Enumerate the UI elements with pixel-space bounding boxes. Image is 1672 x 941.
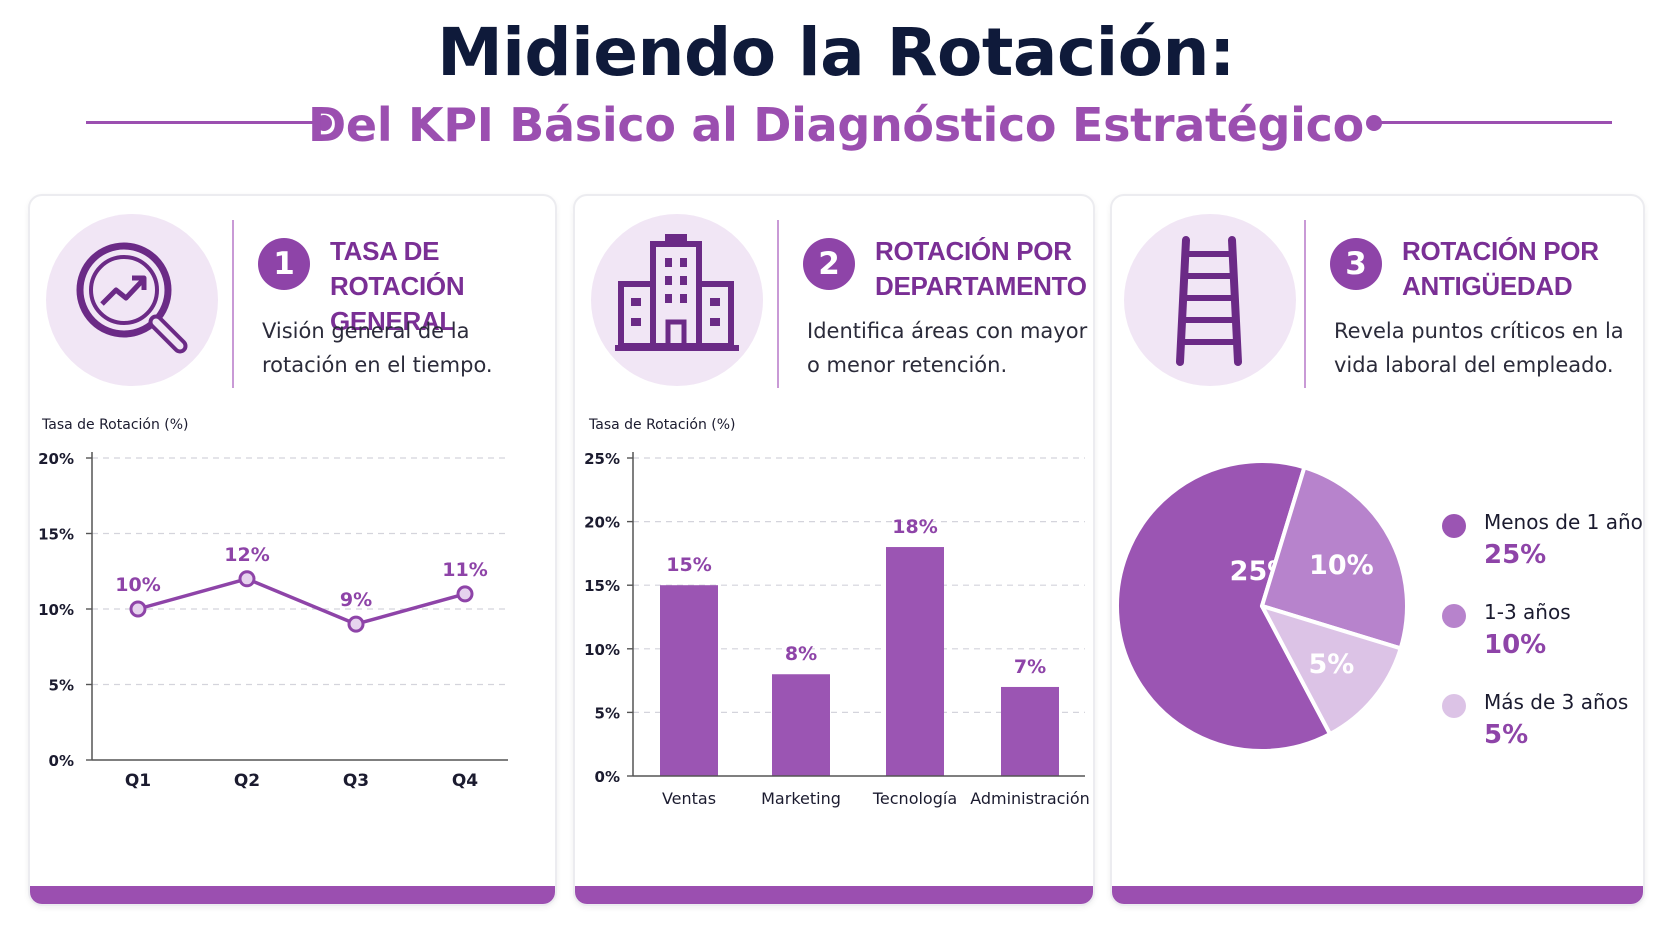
legend-item: Menos de 1 año 25% [1442, 508, 1643, 598]
page-subtitle: Del KPI Básico al Diagnóstico Estratégic… [308, 98, 1364, 152]
bar [772, 674, 830, 776]
magnifier-trend-icon [76, 242, 188, 354]
y-tick-label: 5% [595, 704, 620, 722]
legend-value: 25% [1484, 540, 1547, 570]
x-tick-label: Ventas [662, 789, 716, 808]
x-tick-label: Q3 [343, 771, 369, 791]
data-label: 18% [892, 516, 937, 538]
card-heading: TASA DE ROTACIÓN GENERAL [330, 236, 465, 336]
y-tick-label: 10% [584, 641, 620, 659]
ladder-icon [1176, 236, 1242, 366]
card-department-rotation: 2 ROTACIÓN POR DEPARTAMENTO Identifica á… [573, 194, 1095, 906]
data-label: 10% [115, 574, 160, 596]
x-tick-label: Q2 [234, 771, 260, 791]
step-number-badge: 3 [1330, 238, 1382, 290]
y-tick-label: 15% [584, 577, 620, 595]
card-seniority-rotation: 3 ROTACIÓN POR ANTIGÜEDAD Revela puntos … [1110, 194, 1645, 906]
legend-label: Menos de 1 año [1484, 510, 1643, 534]
divider-line [1304, 220, 1306, 388]
subtitle-dot-left [316, 115, 332, 131]
divider-line [777, 220, 779, 388]
pie-slice [1115, 459, 1333, 753]
subtitle-rule-right [1376, 121, 1612, 124]
y-tick-label: 10% [38, 601, 74, 619]
data-label: 15% [666, 554, 711, 576]
card-description: Revela puntos críticos en la vida labora… [1334, 319, 1624, 377]
bar [1001, 686, 1059, 776]
x-tick-label: Tecnología [872, 789, 957, 808]
x-tick-label: Administración [970, 789, 1090, 808]
data-point [238, 570, 256, 588]
pie-slice [1260, 604, 1403, 737]
card-footer-bar [575, 886, 1093, 904]
card-footer-bar [30, 886, 555, 904]
y-tick-label: 0% [49, 752, 74, 770]
y-tick-label: 20% [38, 450, 74, 468]
data-label: 11% [442, 559, 487, 581]
x-tick-label: Q1 [125, 771, 151, 791]
legend-item: 1-3 años 10% [1442, 598, 1642, 688]
card-heading: ROTACIÓN POR ANTIGÜEDAD [1402, 236, 1599, 301]
card-footer-bar [1112, 886, 1643, 904]
legend-swatch [1442, 694, 1466, 718]
step-number-badge: 2 [803, 238, 855, 290]
legend-value: 5% [1484, 720, 1529, 750]
subtitle-rule-left [86, 121, 322, 124]
pie-slice-label: 5% [1308, 649, 1354, 680]
y-axis-title: Tasa de Rotación (%) [588, 417, 736, 433]
data-point [456, 585, 474, 603]
card-description: Identifica áreas con mayor o menor reten… [807, 319, 1088, 377]
step-number-badge: 1 [258, 238, 310, 290]
icon-circle [591, 214, 763, 386]
subtitle-row: Del KPI Básico al Diagnóstico Estratégic… [0, 98, 1672, 158]
data-label: 8% [785, 643, 817, 665]
legend-value: 10% [1484, 630, 1547, 660]
y-tick-label: 0% [595, 768, 620, 786]
bar [886, 547, 944, 776]
data-point [347, 615, 365, 633]
legend-swatch [1442, 604, 1466, 628]
card-heading: ROTACIÓN POR DEPARTAMENTO [875, 236, 1087, 301]
bar [660, 585, 718, 776]
y-tick-label: 25% [584, 450, 620, 468]
data-point [129, 600, 147, 618]
icon-circle [1124, 214, 1296, 386]
subtitle-dot-right [1366, 115, 1382, 131]
card-description: Visión general de la rotación en el tiem… [262, 319, 493, 377]
legend-item: Más de 3 años 5% [1442, 688, 1642, 778]
series-line [137, 577, 466, 626]
y-axis-title: Tasa de Rotación (%) [41, 417, 189, 433]
x-tick-label: Q4 [452, 771, 478, 791]
card-general-rotation: 1 TASA DE ROTACIÓN GENERAL Visión genera… [28, 194, 557, 906]
y-tick-label: 5% [49, 677, 74, 695]
line-chart: Tasa de Rotación (%) 0% 5% 10% 15% 20% 10% Q1 12… [38, 417, 508, 791]
x-tick-label: Marketing [761, 789, 841, 808]
divider-line [232, 220, 234, 388]
data-label: 7% [1014, 656, 1046, 678]
page-title: Midiendo la Rotación: [437, 14, 1235, 91]
legend-label: Más de 3 años [1484, 690, 1629, 714]
icon-circle [46, 214, 218, 386]
y-tick-label: 15% [38, 526, 74, 544]
data-label: 12% [224, 544, 269, 566]
building-icon [615, 234, 739, 351]
legend-label: 1-3 años [1484, 600, 1571, 624]
bar-chart: Tasa de Rotación (%) 0% 5% 10% 15% 20% 25% 15% V… [584, 417, 1090, 808]
pie-legend: Menos de 1 año 25% 1-3 años 10% Más de 3… [1442, 508, 1643, 778]
pie-slice [1260, 465, 1409, 651]
data-label: 9% [340, 589, 372, 611]
pie-chart: 25% 10%5% [1115, 459, 1409, 753]
legend-swatch [1442, 514, 1466, 538]
pie-slice-label: 10% [1309, 550, 1374, 581]
y-tick-label: 20% [584, 514, 620, 532]
